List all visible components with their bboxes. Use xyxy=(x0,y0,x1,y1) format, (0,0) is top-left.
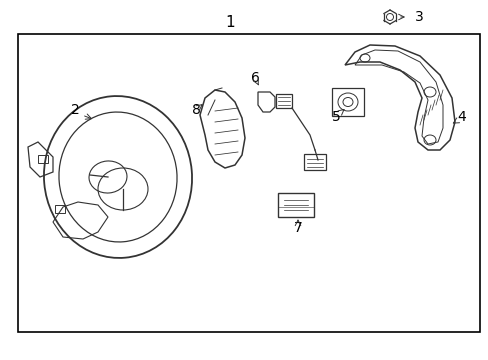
Bar xyxy=(18,34,479,332)
Text: 6: 6 xyxy=(250,71,259,85)
Text: 4: 4 xyxy=(457,110,466,124)
Text: 2: 2 xyxy=(70,103,79,117)
Text: 7: 7 xyxy=(293,221,302,235)
Text: 8: 8 xyxy=(191,103,200,117)
Text: 5: 5 xyxy=(331,110,340,124)
Text: 1: 1 xyxy=(225,14,234,30)
Text: 3: 3 xyxy=(414,10,423,24)
